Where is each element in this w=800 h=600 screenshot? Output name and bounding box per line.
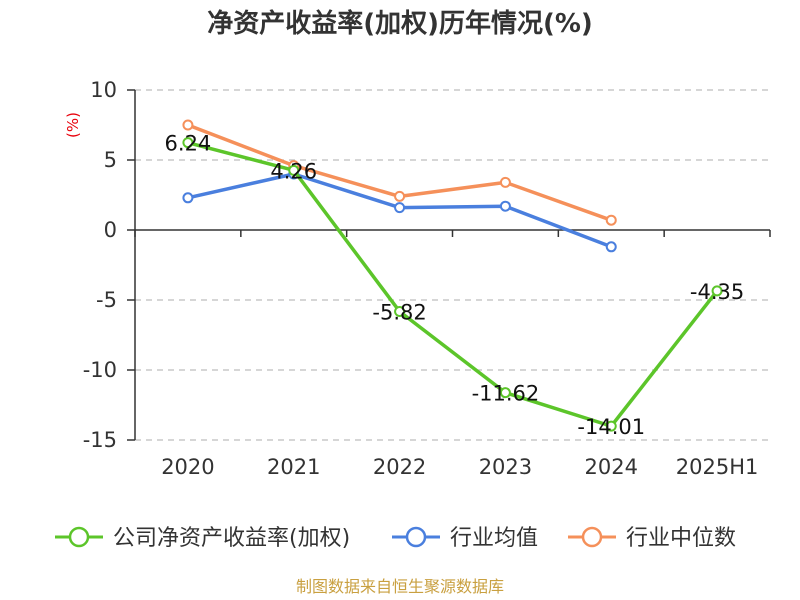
x-tick-label: 2025H1 (676, 455, 759, 479)
legend-label: 行业中位数 (626, 526, 736, 551)
y-tick-label: -15 (83, 428, 117, 452)
x-tick-label: 2021 (267, 455, 320, 479)
y-tick-label: 5 (104, 148, 117, 172)
data-point (605, 241, 617, 253)
y-tick-label: 0 (104, 218, 117, 242)
series-lines (182, 119, 723, 432)
data-labels: 6.24 4.26 -5.82 -11.62 -14.01 -4.35 (165, 132, 745, 440)
data-label: -11.62 (472, 382, 540, 406)
x-tick-labels: 2020 2021 2022 2023 2024 2025H1 (161, 455, 758, 479)
legend-item[interactable]: 公司净资产收益率(加权) (55, 526, 350, 551)
data-point (499, 200, 511, 212)
grid-lines (135, 89, 770, 441)
legend-marker (581, 526, 603, 548)
data-point (288, 164, 300, 176)
data-label: -14.01 (577, 415, 645, 439)
data-point (711, 285, 723, 297)
legend-marker (68, 526, 90, 548)
data-point (182, 137, 194, 149)
y-tick-labels: 10 5 0 -5 -10 -15 (83, 78, 117, 452)
data-label: -5.82 (372, 300, 426, 324)
legend-item[interactable]: 行业中位数 (568, 526, 736, 551)
data-point (394, 202, 406, 214)
data-point (499, 387, 511, 399)
x-tick-label: 2023 (479, 455, 532, 479)
x-tick-label: 2024 (585, 455, 638, 479)
data-point (394, 190, 406, 202)
data-point (605, 420, 617, 432)
series-line (186, 140, 719, 428)
data-point (605, 214, 617, 226)
legend: 公司净资产收益率(加权) 行业均值 行业中位数 (55, 526, 736, 551)
x-tick-label: 2020 (161, 455, 214, 479)
legend-label: 公司净资产收益率(加权) (113, 526, 350, 551)
data-point (394, 305, 406, 317)
y-axis-unit-label: (%) (64, 112, 82, 138)
source-footer: 制图数据来自恒生聚源数据库 (296, 577, 504, 596)
x-tick-label: 2022 (373, 455, 426, 479)
data-point (499, 176, 511, 188)
legend-label: 行业均值 (450, 526, 538, 551)
y-tick-label: 10 (90, 78, 117, 102)
data-label: 4.26 (270, 159, 317, 183)
legend-item[interactable]: 行业均值 (392, 526, 538, 551)
data-point (182, 119, 194, 131)
chart-title: 净资产收益率(加权)历年情况(%) (207, 8, 593, 39)
y-tick-label: -10 (83, 358, 117, 382)
legend-marker (405, 526, 427, 548)
axes (127, 89, 771, 441)
data-label: 6.24 (165, 132, 212, 156)
data-point (182, 192, 194, 204)
data-label: -4.35 (690, 280, 744, 304)
y-tick-label: -5 (96, 288, 117, 312)
